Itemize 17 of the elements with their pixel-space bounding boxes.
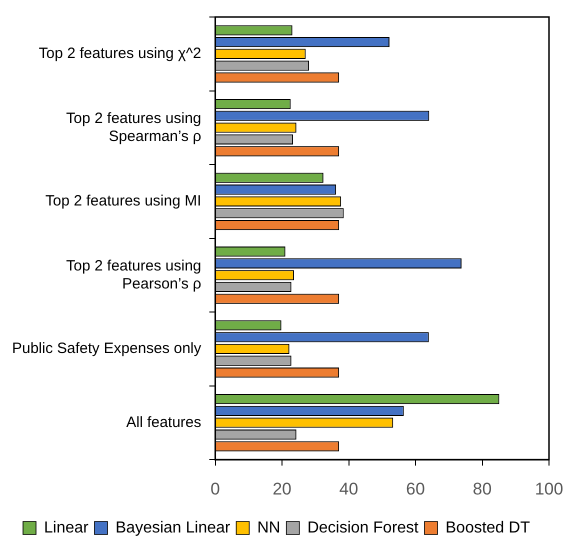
y-tick-label: Top 2 features using MI — [45, 192, 202, 210]
legend-label: Decision Forest — [307, 519, 420, 536]
y-tick-label: Top 2 features using Spearman’s ρ — [66, 110, 202, 145]
y-tick-label: Top 2 features using Pearson’s ρ — [66, 257, 202, 292]
x-tick-label: 0 — [210, 479, 220, 498]
y-tick-label: All features — [126, 414, 202, 431]
x-tick-label: 20 — [272, 479, 292, 498]
x-tick-label: 60 — [406, 479, 425, 498]
x-tick-label: 100 — [534, 479, 564, 498]
x-tick-label: 80 — [472, 479, 492, 498]
y-tick-label: Public Safety Expenses only — [12, 340, 202, 358]
x-tick-label: 40 — [339, 479, 358, 498]
legend-label: NN — [257, 519, 280, 536]
legend-label: Linear — [44, 519, 90, 536]
legend-label: Boosted DT — [445, 519, 530, 536]
legend-label: Bayesian Linear — [115, 519, 231, 536]
y-tick-label: Top 2 features using χ^2 — [38, 45, 202, 62]
